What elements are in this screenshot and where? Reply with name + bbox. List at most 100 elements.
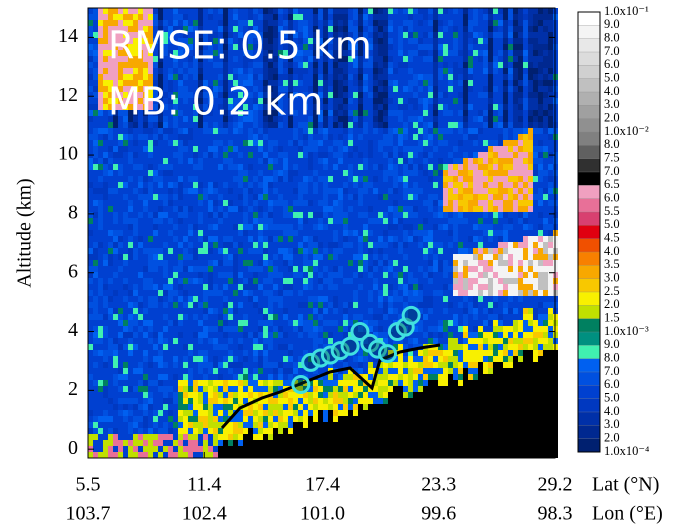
backscatter-cell xyxy=(198,8,203,14)
backscatter-cell xyxy=(258,416,263,422)
backscatter-cell xyxy=(108,140,113,146)
backscatter-cell xyxy=(338,308,343,314)
backscatter-cell xyxy=(233,200,238,206)
backscatter-cell xyxy=(383,44,388,50)
backscatter-cell xyxy=(183,260,188,266)
backscatter-cell xyxy=(93,218,98,224)
backscatter-cell xyxy=(398,296,403,302)
backscatter-cell xyxy=(148,176,153,182)
backscatter-cell xyxy=(148,398,153,404)
backscatter-cell xyxy=(408,80,413,86)
backscatter-cell xyxy=(418,56,423,62)
backscatter-cell xyxy=(118,134,123,140)
backscatter-cell xyxy=(183,326,188,332)
backscatter-cell xyxy=(298,398,303,404)
backscatter-cell xyxy=(293,152,298,158)
backscatter-cell xyxy=(148,134,153,140)
backscatter-cell xyxy=(248,212,253,218)
backscatter-cell xyxy=(228,326,233,332)
backscatter-cell xyxy=(98,104,103,110)
backscatter-cell xyxy=(293,236,298,242)
backscatter-cell xyxy=(383,194,388,200)
backscatter-cell xyxy=(338,272,343,278)
backscatter-cell xyxy=(263,230,268,236)
backscatter-cell xyxy=(298,338,303,344)
backscatter-cell xyxy=(138,152,143,158)
backscatter-cell xyxy=(328,308,333,314)
backscatter-cell xyxy=(383,302,388,308)
backscatter-cell xyxy=(268,422,273,428)
backscatter-cell xyxy=(373,308,378,314)
backscatter-cell xyxy=(243,350,248,356)
backscatter-cell xyxy=(388,368,393,374)
backscatter-cell xyxy=(213,344,218,350)
backscatter-cell xyxy=(248,182,253,188)
backscatter-cell xyxy=(158,380,163,386)
backscatter-cell xyxy=(133,182,138,188)
backscatter-cell xyxy=(228,302,233,308)
backscatter-cell xyxy=(283,194,288,200)
backscatter-cell xyxy=(128,434,133,440)
backscatter-cell xyxy=(188,410,193,416)
backscatter-cell xyxy=(268,266,273,272)
backscatter-cell xyxy=(403,404,408,410)
backscatter-cell xyxy=(218,206,223,212)
backscatter-cell xyxy=(223,176,228,182)
backscatter-cell xyxy=(218,290,223,296)
backscatter-cell xyxy=(363,98,368,104)
backscatter-cell xyxy=(213,134,218,140)
backscatter-cell xyxy=(143,296,148,302)
backscatter-cell xyxy=(418,32,423,38)
backscatter-cell xyxy=(403,56,408,62)
backscatter-cell xyxy=(408,422,413,428)
backscatter-cell xyxy=(378,38,383,44)
backscatter-cell xyxy=(383,266,388,272)
backscatter-cell xyxy=(203,236,208,242)
backscatter-cell xyxy=(418,206,423,212)
backscatter-cell xyxy=(418,104,423,110)
backscatter-cell xyxy=(208,440,213,446)
backscatter-cell xyxy=(308,446,313,452)
backscatter-cell xyxy=(128,272,133,278)
backscatter-cell xyxy=(398,188,403,194)
backscatter-cell xyxy=(108,212,113,218)
backscatter-cell xyxy=(233,230,238,236)
backscatter-cell xyxy=(93,20,98,26)
backscatter-cell xyxy=(368,80,373,86)
backscatter-cell xyxy=(293,230,298,236)
backscatter-cell xyxy=(163,194,168,200)
backscatter-cell xyxy=(258,200,263,206)
backscatter-cell xyxy=(248,344,253,350)
backscatter-cell xyxy=(93,188,98,194)
backscatter-cell xyxy=(348,356,353,362)
backscatter-cell xyxy=(243,146,248,152)
backscatter-cell xyxy=(113,242,118,248)
backscatter-cell xyxy=(173,206,178,212)
backscatter-cell xyxy=(403,8,408,14)
backscatter-cell xyxy=(368,92,373,98)
backscatter-cell xyxy=(383,296,388,302)
backscatter-cell xyxy=(223,434,228,440)
backscatter-cell xyxy=(118,254,123,260)
backscatter-cell xyxy=(208,164,213,170)
backscatter-cell xyxy=(113,398,118,404)
backscatter-cell xyxy=(368,206,373,212)
backscatter-cell xyxy=(353,230,358,236)
backscatter-cell xyxy=(388,224,393,230)
backscatter-cell xyxy=(153,14,158,20)
backscatter-cell xyxy=(363,386,368,392)
backscatter-cell xyxy=(373,92,378,98)
backscatter-cell xyxy=(308,224,313,230)
backscatter-cell xyxy=(263,266,268,272)
backscatter-cell xyxy=(113,410,118,416)
backscatter-cell xyxy=(258,350,263,356)
backscatter-cell xyxy=(148,236,153,242)
backscatter-cell xyxy=(348,428,353,434)
backscatter-cell xyxy=(328,128,333,134)
backscatter-cell xyxy=(178,140,183,146)
backscatter-cell xyxy=(398,110,403,116)
backscatter-cell xyxy=(178,176,183,182)
backscatter-cell xyxy=(273,284,278,290)
backscatter-cell xyxy=(393,410,398,416)
backscatter-cell xyxy=(418,44,423,50)
